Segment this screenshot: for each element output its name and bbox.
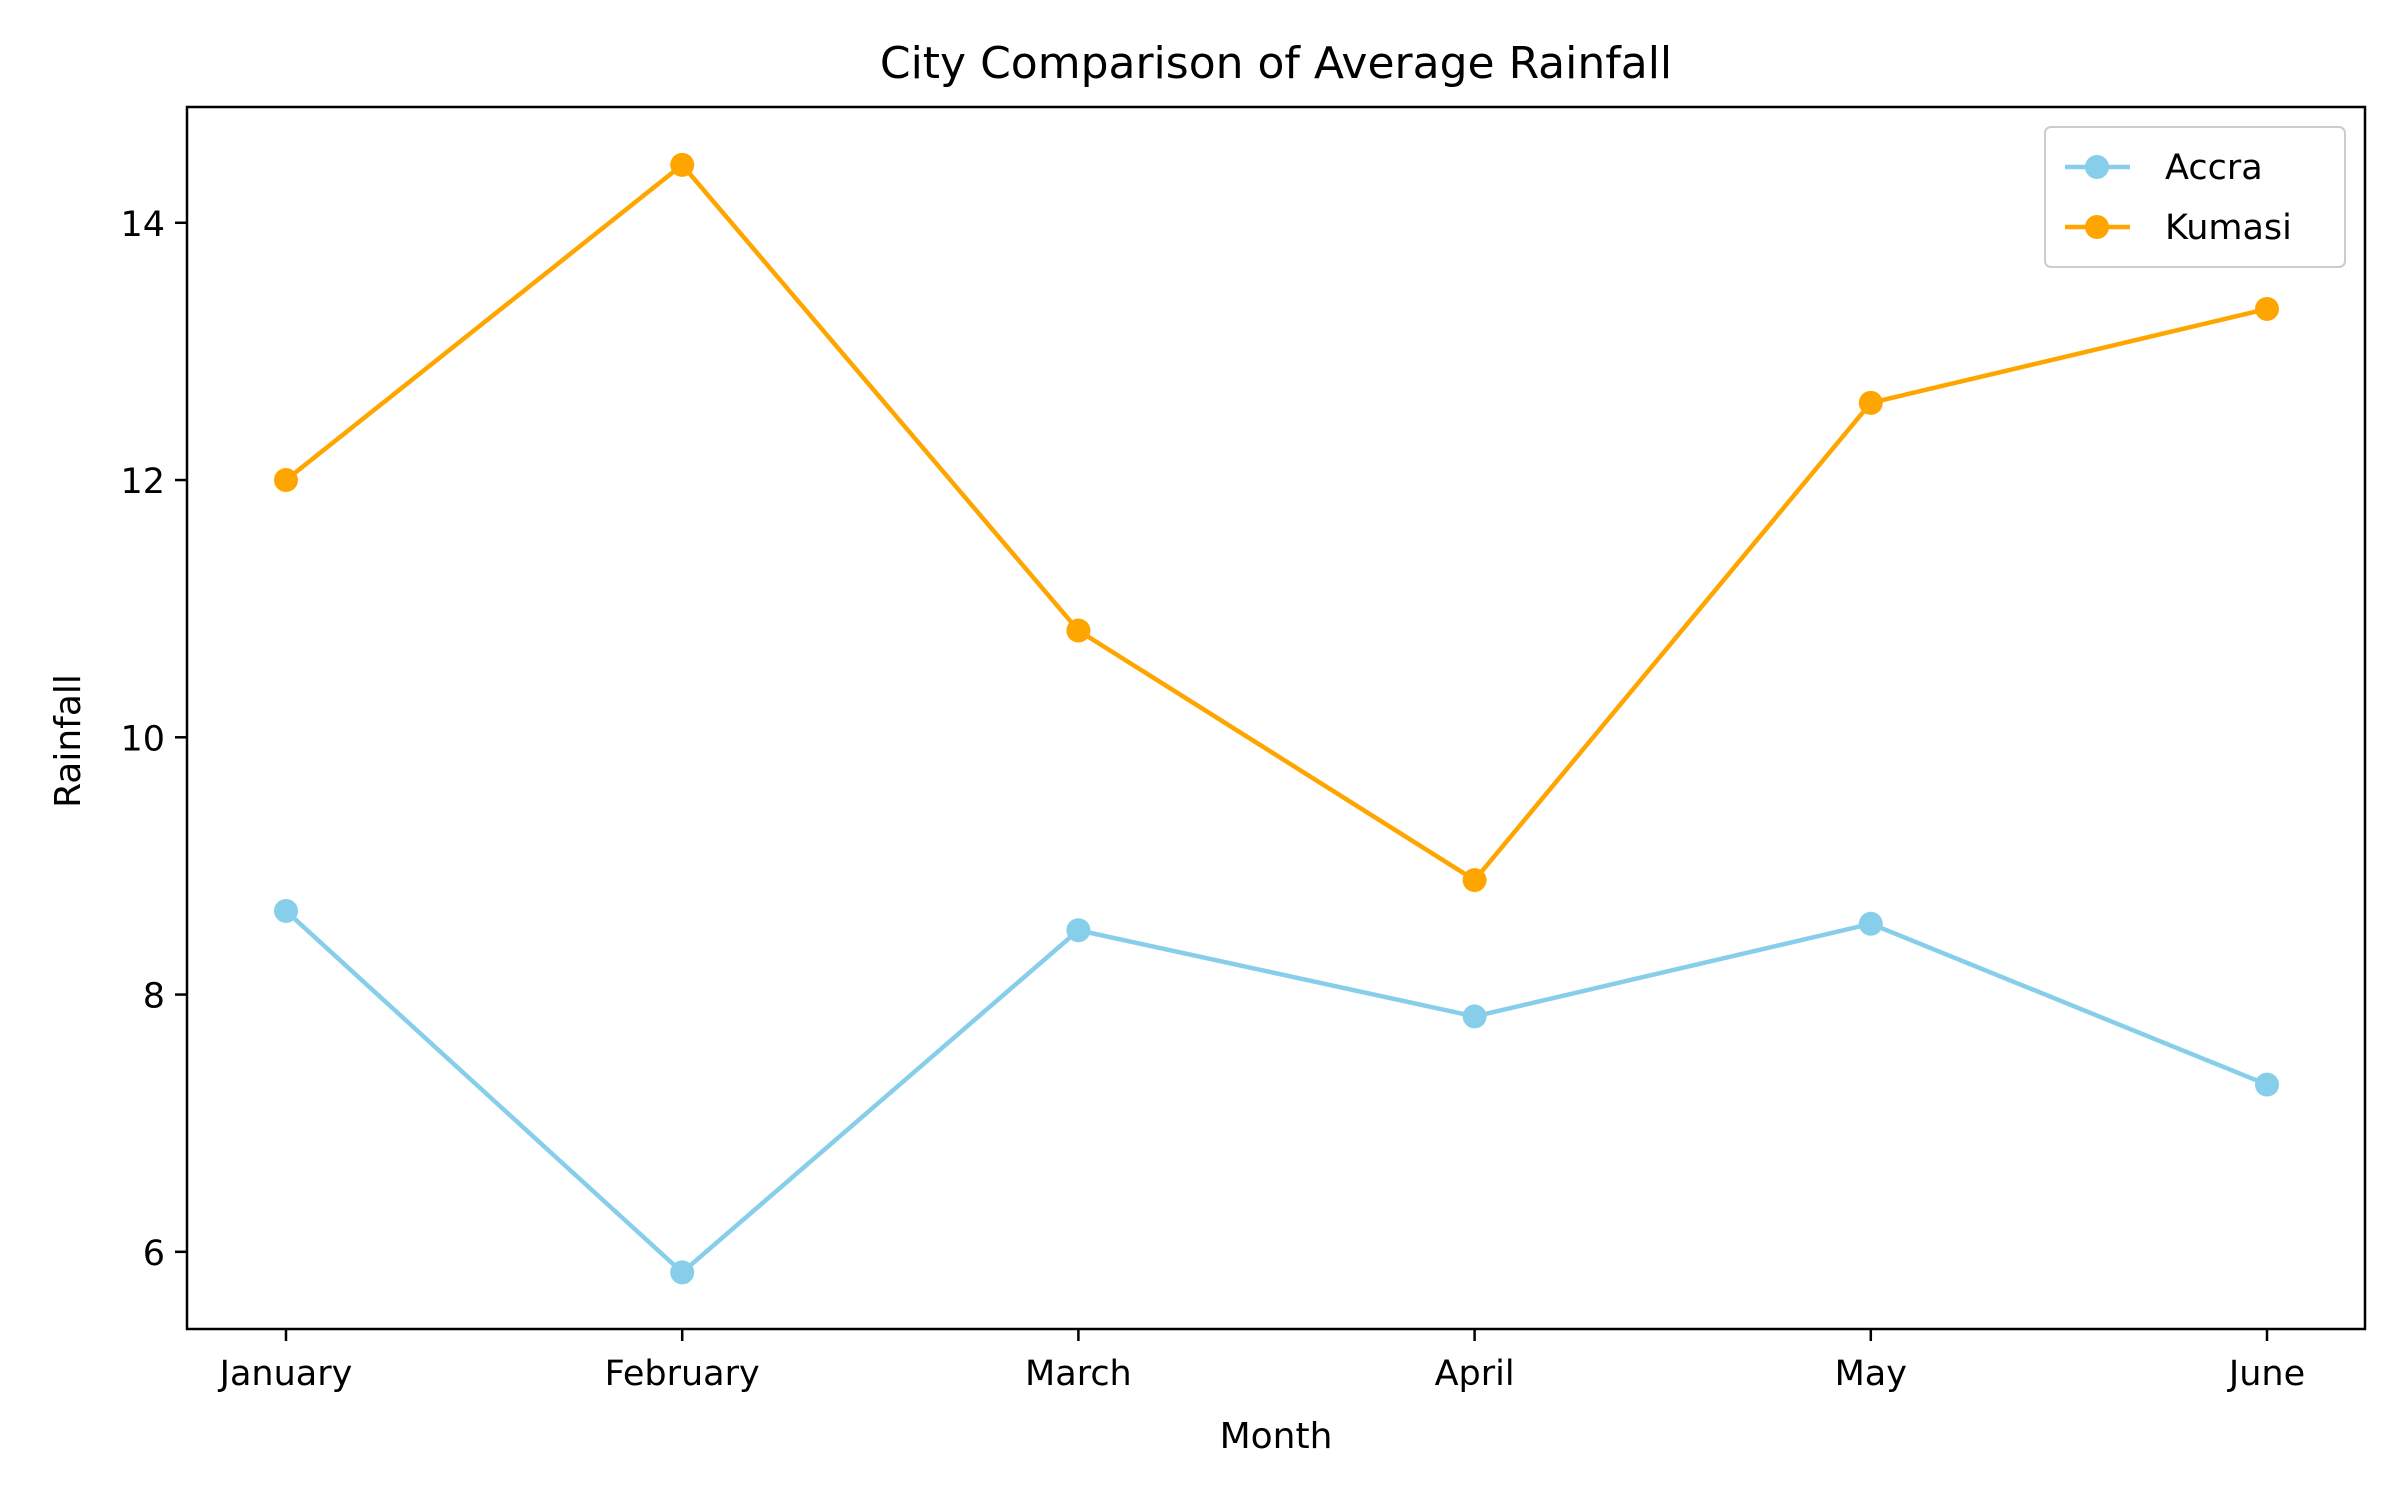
x-tick-label: April	[1435, 1354, 1515, 1394]
data-point	[1066, 918, 1091, 943]
data-point	[2255, 1072, 2279, 1097]
series-line	[284, 162, 2268, 883]
legend-item: Kumasi	[2065, 208, 2292, 248]
y-axis-label: Rainfall	[48, 674, 89, 808]
series-kumasi	[274, 152, 2279, 893]
x-tick-label: January	[218, 1354, 353, 1394]
y-tick-label: 14	[120, 205, 165, 245]
data-point	[670, 152, 695, 177]
y-tick-label: 6	[143, 1234, 165, 1274]
data-point	[1858, 911, 1883, 936]
x-tick-label: June	[2227, 1354, 2305, 1394]
series-line	[284, 909, 2268, 1275]
y-tick-label: 10	[120, 719, 165, 759]
data-point	[274, 898, 298, 923]
x-tick-label: March	[1025, 1354, 1132, 1394]
y-tick-label: 8	[143, 977, 165, 1017]
data-point	[1066, 618, 1091, 643]
legend-swatch-marker	[2085, 155, 2109, 179]
x-tick-label: May	[1835, 1354, 1907, 1394]
legend: Accra Kumasi	[2044, 126, 2346, 268]
data-point	[2255, 296, 2279, 321]
legend-item: Accra	[2065, 148, 2263, 188]
y-axis: 6 8 10 12 14	[120, 205, 187, 1274]
series-accra	[274, 898, 2279, 1285]
legend-box	[2044, 126, 2346, 268]
x-tick-label: February	[605, 1354, 760, 1394]
series-layer	[274, 152, 2279, 1285]
legend-label: Accra	[2165, 148, 2263, 188]
x-axis: January February March April May June	[218, 1329, 2305, 1394]
data-point	[274, 468, 298, 493]
data-point	[1462, 868, 1487, 893]
data-point	[1858, 390, 1883, 415]
data-point	[1462, 1004, 1487, 1029]
y-tick-label: 12	[120, 462, 165, 502]
chart-title: City Comparison of Average Rainfall	[880, 38, 1672, 89]
legend-label: Kumasi	[2165, 208, 2292, 248]
plot-frame	[185, 105, 2367, 1331]
x-axis-label: Month	[1220, 1416, 1333, 1457]
legend-swatch-marker	[2085, 215, 2109, 239]
data-point	[670, 1260, 695, 1285]
